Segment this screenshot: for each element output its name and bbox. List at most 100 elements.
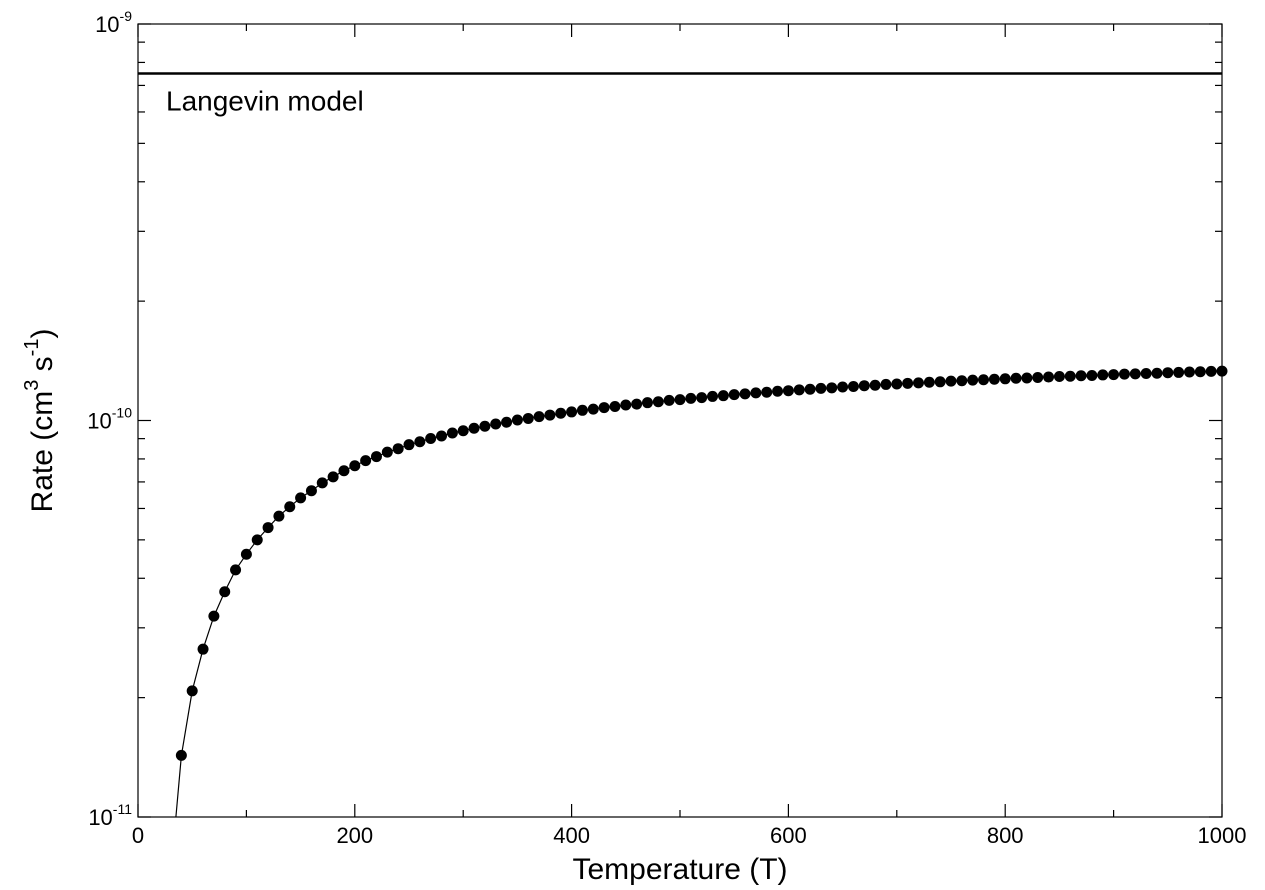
- y-tick-label-base: 10: [88, 805, 112, 830]
- data-point: [273, 510, 285, 522]
- data-point: [576, 404, 588, 416]
- data-point: [1140, 367, 1152, 379]
- data-point: [240, 548, 252, 560]
- data-point: [674, 394, 686, 406]
- y-tick-label-exp: -11: [113, 801, 132, 817]
- data-point: [370, 451, 382, 463]
- data-point: [620, 399, 632, 411]
- data-point: [1064, 370, 1076, 382]
- data-point: [772, 385, 784, 397]
- data-point: [284, 501, 296, 513]
- y-axis-title-mid: s: [26, 356, 59, 379]
- data-point: [641, 397, 653, 409]
- data-point: [1108, 369, 1120, 381]
- data-point: [1183, 366, 1195, 378]
- data-point: [858, 380, 870, 392]
- data-point: [945, 375, 957, 387]
- data-point: [728, 389, 740, 401]
- data-point: [425, 432, 437, 444]
- data-point: [707, 390, 719, 402]
- x-tick-label: 200: [336, 823, 373, 848]
- data-point: [230, 564, 242, 576]
- data-point: [1053, 371, 1065, 383]
- y-axis-title-close: ): [26, 329, 59, 339]
- data-point: [837, 381, 849, 393]
- y-tick-label-exp: -10: [112, 405, 132, 421]
- data-point: [1129, 368, 1141, 380]
- data-point: [782, 385, 794, 397]
- y-tick-label-base: 10: [95, 12, 119, 37]
- data-point: [566, 406, 578, 418]
- data-point: [251, 534, 263, 546]
- plot-frame: [137, 23, 1223, 818]
- data-point: [631, 398, 643, 410]
- data-point: [436, 430, 448, 442]
- data-point: [468, 422, 480, 434]
- x-axis-title: Temperature (T): [572, 853, 787, 886]
- data-point: [891, 378, 903, 390]
- data-point: [544, 409, 556, 421]
- data-point: [1173, 366, 1185, 378]
- data-point: [175, 749, 187, 761]
- rate-series-line: [175, 370, 1223, 818]
- data-point: [327, 471, 339, 483]
- y-axis-title-exp1: 3: [21, 380, 43, 391]
- data-point: [403, 439, 415, 451]
- data-point: [295, 492, 307, 504]
- x-tick-label: 400: [553, 823, 590, 848]
- y-tick-label: 10-11: [88, 801, 132, 830]
- y-tick-label-exp: -9: [120, 8, 133, 24]
- data-point: [1194, 366, 1206, 378]
- data-point: [609, 400, 621, 412]
- data-point: [869, 379, 881, 391]
- data-point: [360, 455, 372, 467]
- data-point: [1151, 367, 1163, 379]
- data-point: [555, 407, 567, 419]
- data-point: [479, 420, 491, 432]
- data-point: [1043, 371, 1055, 383]
- data-point: [1097, 369, 1109, 381]
- data-point: [349, 460, 361, 472]
- data-point: [696, 392, 708, 404]
- data-point: [598, 402, 610, 414]
- x-tick-label: 800: [987, 823, 1024, 848]
- data-point: [446, 427, 458, 439]
- data-point: [923, 376, 935, 388]
- data-point: [262, 522, 274, 534]
- langevin-model-label: Langevin model: [166, 86, 364, 117]
- data-point: [1021, 372, 1033, 384]
- data-point: [999, 373, 1011, 385]
- data-point: [847, 381, 859, 393]
- data-point: [912, 377, 924, 389]
- data-point: [902, 377, 914, 389]
- data-point: [208, 610, 220, 622]
- data-point: [490, 418, 502, 430]
- data-point: [1010, 372, 1022, 384]
- data-point: [978, 374, 990, 386]
- data-point: [988, 373, 1000, 385]
- data-point: [934, 376, 946, 388]
- data-point: [186, 685, 198, 697]
- data-point: [587, 403, 599, 415]
- data-point: [717, 390, 729, 402]
- data-point: [197, 643, 209, 655]
- data-point: [533, 411, 545, 423]
- data-point: [761, 386, 773, 398]
- data-point: [501, 416, 513, 428]
- data-point: [381, 446, 393, 458]
- rate-series-points: [175, 365, 1228, 761]
- plot-area: [175, 365, 1228, 818]
- data-point: [316, 477, 328, 489]
- data-point: [1205, 365, 1217, 377]
- y-tick-label-base: 10: [87, 409, 111, 434]
- data-point: [793, 384, 805, 396]
- y-axis-title-base: Rate (cm: [26, 391, 59, 513]
- y-axis-title-exp2: -1: [21, 339, 43, 357]
- data-point: [219, 586, 231, 598]
- data-point: [392, 443, 404, 455]
- data-point: [750, 387, 762, 399]
- data-point: [338, 465, 350, 477]
- data-point: [522, 412, 534, 424]
